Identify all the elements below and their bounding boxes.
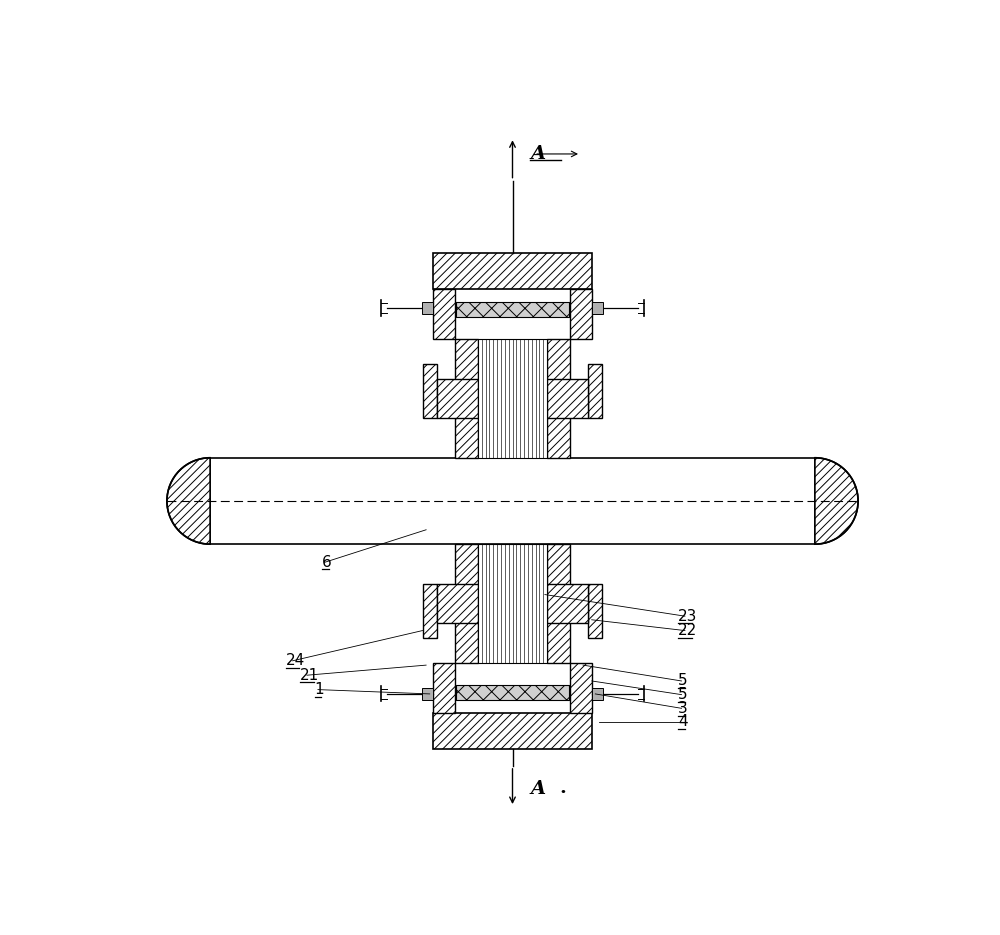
Text: A: A bbox=[530, 145, 546, 163]
Text: A: A bbox=[530, 780, 546, 798]
Bar bbox=[433, 252, 592, 289]
Bar bbox=[547, 339, 570, 458]
Bar bbox=[456, 302, 569, 317]
Bar bbox=[456, 684, 569, 700]
Bar bbox=[592, 302, 603, 314]
Bar bbox=[455, 544, 478, 663]
Bar bbox=[433, 289, 455, 339]
Bar bbox=[570, 289, 592, 339]
Text: 1: 1 bbox=[315, 683, 324, 698]
Bar bbox=[592, 688, 603, 700]
Text: 24: 24 bbox=[286, 654, 305, 669]
Bar bbox=[433, 663, 455, 713]
Bar bbox=[456, 684, 569, 700]
Bar bbox=[547, 583, 588, 624]
Bar bbox=[423, 365, 437, 418]
Wedge shape bbox=[815, 458, 858, 544]
Text: 23: 23 bbox=[678, 609, 697, 624]
Bar bbox=[437, 583, 478, 624]
Bar bbox=[456, 302, 569, 317]
Bar bbox=[423, 583, 437, 638]
Wedge shape bbox=[167, 458, 210, 544]
Text: 3: 3 bbox=[678, 701, 688, 716]
Bar bbox=[422, 302, 433, 314]
Bar bbox=[547, 544, 570, 663]
Text: 22: 22 bbox=[678, 623, 697, 638]
Text: 6: 6 bbox=[322, 554, 331, 569]
Text: 5: 5 bbox=[678, 687, 688, 702]
Bar bbox=[478, 544, 547, 663]
Text: 21: 21 bbox=[300, 668, 319, 683]
Bar bbox=[422, 688, 433, 700]
Text: .: . bbox=[559, 779, 566, 797]
Bar bbox=[210, 458, 815, 544]
Text: 4: 4 bbox=[678, 714, 688, 729]
Bar bbox=[478, 339, 547, 458]
Bar bbox=[433, 713, 592, 749]
Bar bbox=[588, 583, 602, 638]
Bar bbox=[455, 339, 478, 458]
Text: 5: 5 bbox=[678, 673, 688, 688]
Bar bbox=[588, 365, 602, 418]
Bar bbox=[437, 379, 478, 418]
Bar bbox=[570, 663, 592, 713]
Bar bbox=[547, 379, 588, 418]
